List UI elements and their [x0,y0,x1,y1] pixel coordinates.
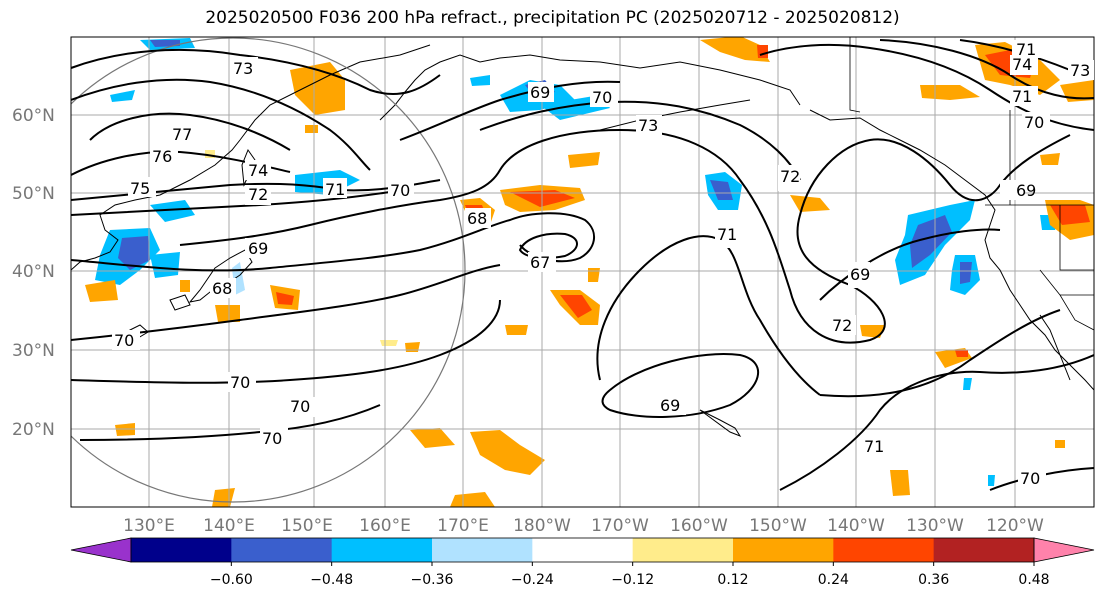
contour-label: 72 [248,185,268,204]
contour-labels: 73 77 76 75 74 72 71 69 68 70 70 70 70 7… [112,40,1094,488]
contour-label: 70 [230,373,250,392]
contour-label: 69 [850,265,870,284]
lat-tick-label: 20°N [12,420,55,440]
lon-tick-label: 120°W [986,516,1044,536]
lon-tick-label: 130°E [123,516,175,536]
colorbar-tick-label: 0.12 [717,572,748,588]
contour-label: 70 [1024,113,1044,132]
colorbar-segment [933,538,1035,562]
colorbar-segment [733,538,834,562]
contour-label: 75 [130,179,150,198]
lon-tick-label: 160°W [670,516,728,536]
contour-label: 70 [262,429,282,448]
colorbar-segment [833,538,935,562]
colorbar-segment [231,538,333,562]
contour-label: 70 [390,181,410,200]
contour-label: 72 [832,316,852,335]
contour-label: 72 [780,167,800,186]
colorbar-segment [432,538,533,562]
contour-label: 69 [1016,181,1036,200]
contour-label: 70 [592,88,612,107]
lon-tick-label: 130°W [906,516,964,536]
colorbar-tick-label: −0.12 [611,572,654,588]
contour-label: 71 [1016,40,1036,59]
contour-label: 71 [1012,87,1032,106]
contour-label: 69 [248,239,268,258]
lon-tick-label: 150°W [749,516,807,536]
contour-label: 74 [248,161,268,180]
contour-label: 71 [864,437,884,456]
colorbar-segment [331,538,433,562]
longitude-labels: 130°E 140°E 150°E 160°E 170°E 180°W 170°… [123,516,1044,536]
lat-tick-label: 30°N [12,341,55,361]
contour-label: 69 [530,83,550,102]
latitude-labels: 60°N 50°N 40°N 30°N 20°N [12,106,55,440]
contour-label: 67 [530,253,550,272]
colorbar-tick-label: 0.36 [918,572,949,588]
lon-tick-label: 150°E [281,516,333,536]
contour-label: 73 [638,116,658,135]
lon-tick-label: 170°W [591,516,649,536]
coastlines [71,44,1094,438]
contour-label: 71 [717,225,737,244]
colorbar-tick-label: −0.48 [310,572,353,588]
contour-label: 68 [467,209,487,228]
lon-tick-label: 160°E [359,516,411,536]
lat-tick-label: 60°N [12,106,55,126]
lat-tick-label: 50°N [12,184,55,204]
political-borders [849,37,1094,331]
colorbar-tick-label: 0.24 [818,572,849,588]
contour-label: 68 [212,279,232,298]
lon-tick-label: 140°E [203,516,255,536]
contour-label: 70 [1020,469,1040,488]
colorbar-tick-label: 0.48 [1018,572,1049,588]
colorbar-extend-low [70,537,132,563]
contour-label: 71 [325,180,345,199]
contour-label: 74 [1012,55,1032,74]
lon-tick-label: 140°W [827,516,885,536]
colorbar-extend-high [1033,537,1095,563]
lon-tick-label: 180°W [513,516,571,536]
contour-label: 73 [1070,61,1090,80]
lat-tick-label: 40°N [12,262,55,282]
map-title: 2025020500 F036 200 hPa refract., precip… [205,8,900,28]
contour-label: 70 [290,397,310,416]
colorbar-tick-label: −0.36 [411,572,454,588]
colorbar-segment [131,538,232,562]
colorbar-segment [532,538,634,562]
colorbar-segment [632,538,734,562]
colorbar-tick-label: −0.24 [511,572,554,588]
contour-label: 70 [114,331,134,350]
lon-tick-label: 170°E [437,516,489,536]
contour-label: 73 [233,59,253,78]
contour-label: 77 [172,125,192,144]
reference-circle [71,37,466,503]
contour-label: 76 [152,147,172,166]
contour-label: 69 [660,396,680,415]
colorbar-tick-label: −0.60 [210,572,253,588]
colorbar: −0.60 −0.48 −0.36 −0.24 −0.12 0.12 0.24 0.36 0.4… [70,537,1095,588]
